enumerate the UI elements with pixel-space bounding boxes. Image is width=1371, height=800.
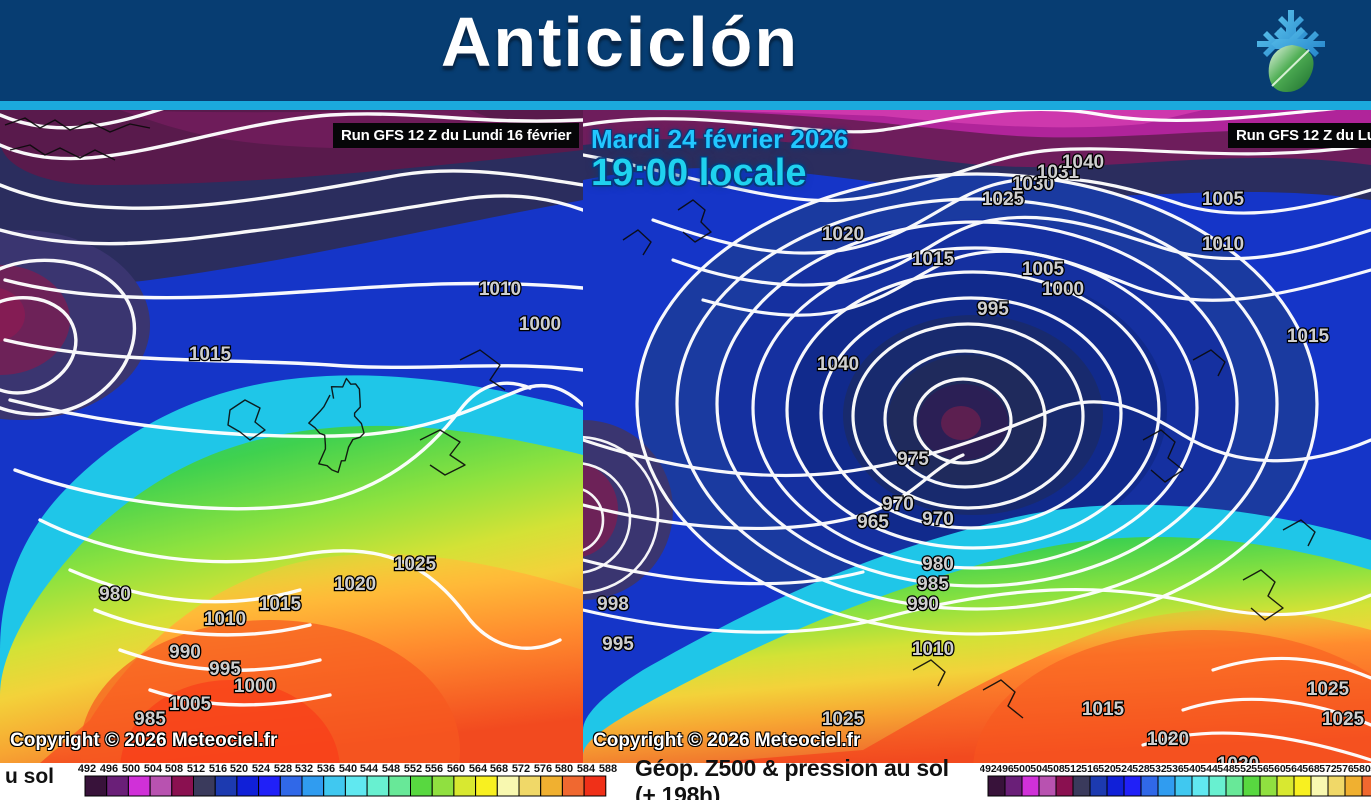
svg-text:990: 990 — [169, 642, 201, 663]
svg-text:496: 496 — [996, 763, 1014, 775]
svg-text:520: 520 — [1098, 763, 1116, 775]
svg-text:508: 508 — [1047, 763, 1065, 775]
svg-text:1020: 1020 — [334, 574, 376, 595]
svg-text:572: 572 — [512, 763, 530, 775]
svg-text:1010: 1010 — [912, 639, 954, 660]
svg-text:516: 516 — [209, 763, 227, 775]
svg-text:1025: 1025 — [822, 709, 865, 730]
svg-text:1015: 1015 — [1082, 699, 1125, 720]
svg-text:556: 556 — [1251, 763, 1269, 775]
svg-text:540: 540 — [1183, 763, 1201, 775]
svg-text:1015: 1015 — [259, 594, 302, 615]
svg-text:552: 552 — [404, 763, 422, 775]
svg-text:564: 564 — [1285, 763, 1303, 775]
svg-text:500: 500 — [1013, 763, 1031, 775]
svg-text:540: 540 — [339, 763, 357, 775]
svg-text:560: 560 — [1268, 763, 1286, 775]
svg-text:536: 536 — [1166, 763, 1184, 775]
svg-text:556: 556 — [425, 763, 443, 775]
svg-text:572: 572 — [1319, 763, 1337, 775]
svg-text:524: 524 — [1115, 763, 1133, 775]
svg-text:548: 548 — [1217, 763, 1235, 775]
svg-text:496: 496 — [100, 763, 118, 775]
svg-text:500: 500 — [122, 763, 140, 775]
svg-text:1040: 1040 — [817, 354, 859, 375]
svg-text:1005: 1005 — [1022, 259, 1065, 280]
svg-text:980: 980 — [99, 584, 131, 605]
svg-text:1020: 1020 — [1147, 729, 1189, 750]
svg-text:564: 564 — [469, 763, 488, 775]
svg-text:528: 528 — [274, 763, 292, 775]
svg-text:580: 580 — [1353, 763, 1371, 775]
svg-text:985: 985 — [917, 574, 949, 595]
svg-text:532: 532 — [295, 763, 313, 775]
svg-text:568: 568 — [490, 763, 508, 775]
svg-text:1015: 1015 — [912, 249, 955, 270]
svg-text:1015: 1015 — [189, 344, 232, 365]
svg-text:532: 532 — [1149, 763, 1167, 775]
svg-text:512: 512 — [1064, 763, 1082, 775]
svg-text:512: 512 — [187, 763, 205, 775]
svg-text:1025: 1025 — [1307, 679, 1350, 700]
svg-text:492: 492 — [78, 763, 96, 775]
svg-text:536: 536 — [317, 763, 335, 775]
svg-text:980: 980 — [922, 554, 954, 575]
svg-text:1020: 1020 — [822, 224, 864, 245]
svg-text:548: 548 — [382, 763, 400, 775]
svg-text:1000: 1000 — [519, 314, 561, 335]
svg-text:544: 544 — [360, 763, 379, 775]
svg-text:965: 965 — [857, 512, 889, 533]
svg-text:568: 568 — [1302, 763, 1320, 775]
svg-text:1000: 1000 — [1042, 279, 1084, 300]
svg-text:560: 560 — [447, 763, 465, 775]
svg-text:588: 588 — [599, 763, 617, 775]
svg-text:492: 492 — [980, 763, 997, 775]
svg-text:1010: 1010 — [1202, 234, 1244, 255]
svg-text:995: 995 — [977, 299, 1009, 320]
svg-text:552: 552 — [1234, 763, 1252, 775]
svg-text:508: 508 — [165, 763, 183, 775]
svg-text:990: 990 — [907, 594, 939, 615]
svg-text:1025: 1025 — [1322, 709, 1365, 730]
svg-text:1000: 1000 — [234, 676, 276, 697]
svg-text:1020: 1020 — [1217, 754, 1259, 763]
svg-text:544: 544 — [1200, 763, 1218, 775]
svg-text:576: 576 — [1336, 763, 1354, 775]
svg-text:995: 995 — [602, 634, 634, 655]
svg-text:504: 504 — [1030, 763, 1048, 775]
svg-text:504: 504 — [144, 763, 163, 775]
svg-text:1005: 1005 — [1202, 189, 1245, 210]
svg-text:528: 528 — [1132, 763, 1150, 775]
svg-text:516: 516 — [1081, 763, 1099, 775]
svg-text:1040: 1040 — [1062, 152, 1104, 173]
svg-text:520: 520 — [230, 763, 248, 775]
svg-text:1010: 1010 — [479, 279, 521, 300]
svg-text:1005: 1005 — [169, 694, 212, 715]
svg-text:975: 975 — [897, 449, 929, 470]
svg-text:1015: 1015 — [1287, 326, 1330, 347]
svg-text:985: 985 — [134, 709, 166, 730]
svg-text:580: 580 — [555, 763, 573, 775]
svg-text:998: 998 — [597, 594, 629, 615]
svg-text:1025: 1025 — [394, 554, 437, 575]
svg-text:970: 970 — [922, 509, 954, 530]
svg-text:524: 524 — [252, 763, 271, 775]
svg-text:584: 584 — [577, 763, 596, 775]
svg-text:1010: 1010 — [204, 609, 246, 630]
svg-text:576: 576 — [534, 763, 552, 775]
